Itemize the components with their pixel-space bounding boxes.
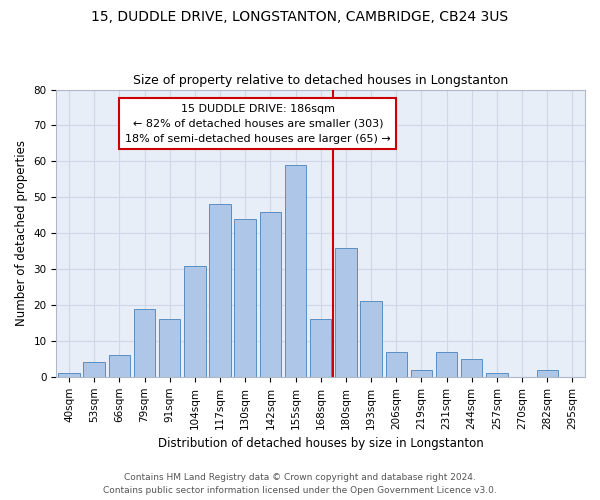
Text: 15, DUDDLE DRIVE, LONGSTANTON, CAMBRIDGE, CB24 3US: 15, DUDDLE DRIVE, LONGSTANTON, CAMBRIDGE…	[91, 10, 509, 24]
Bar	[310, 320, 331, 377]
Bar	[209, 204, 231, 377]
Bar	[260, 212, 281, 377]
Bar	[58, 373, 80, 377]
Bar	[386, 352, 407, 377]
Bar	[335, 248, 356, 377]
Bar	[235, 219, 256, 377]
Bar	[159, 320, 181, 377]
Bar	[486, 373, 508, 377]
Bar	[410, 370, 432, 377]
Bar	[184, 266, 206, 377]
Title: Size of property relative to detached houses in Longstanton: Size of property relative to detached ho…	[133, 74, 508, 87]
Bar	[109, 356, 130, 377]
Bar	[83, 362, 105, 377]
X-axis label: Distribution of detached houses by size in Longstanton: Distribution of detached houses by size …	[158, 437, 484, 450]
Bar	[285, 165, 306, 377]
Bar	[461, 359, 482, 377]
Y-axis label: Number of detached properties: Number of detached properties	[15, 140, 28, 326]
Bar	[361, 302, 382, 377]
Text: 15 DUDDLE DRIVE: 186sqm
← 82% of detached houses are smaller (303)
18% of semi-d: 15 DUDDLE DRIVE: 186sqm ← 82% of detache…	[125, 104, 391, 144]
Text: Contains HM Land Registry data © Crown copyright and database right 2024.
Contai: Contains HM Land Registry data © Crown c…	[103, 474, 497, 495]
Bar	[536, 370, 558, 377]
Bar	[134, 308, 155, 377]
Bar	[436, 352, 457, 377]
